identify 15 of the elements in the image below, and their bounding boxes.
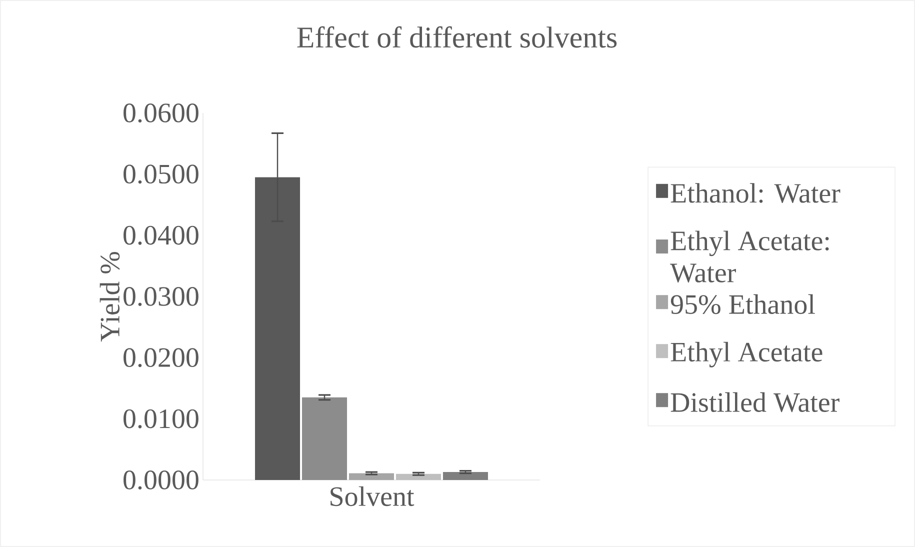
y-tick-label: 0.0100 bbox=[124, 409, 198, 428]
y-tick-label: 0.0400 bbox=[124, 226, 198, 245]
legend-label: Ethyl Acetate: Water bbox=[670, 230, 829, 283]
chart-title: Effect of different solvents bbox=[297, 26, 617, 48]
y-tick-label: 0.0500 bbox=[124, 164, 198, 184]
legend-label: Distilled Water bbox=[670, 392, 840, 412]
y-tick-label: 0.0300 bbox=[124, 286, 198, 306]
legend-label: Ethyl Acetate bbox=[670, 342, 822, 368]
legend-label: Ethanol: Water bbox=[670, 183, 840, 203]
y-axis-title: Yield % bbox=[100, 252, 120, 342]
y-tick-label: 0.0200 bbox=[124, 348, 198, 368]
y-tick-label: 0.0000 bbox=[124, 470, 198, 490]
y-tick-label: 0.0600 bbox=[124, 103, 198, 122]
x-axis-title: Solvent bbox=[330, 486, 414, 506]
legend-label: 95% Ethanol bbox=[670, 294, 815, 314]
